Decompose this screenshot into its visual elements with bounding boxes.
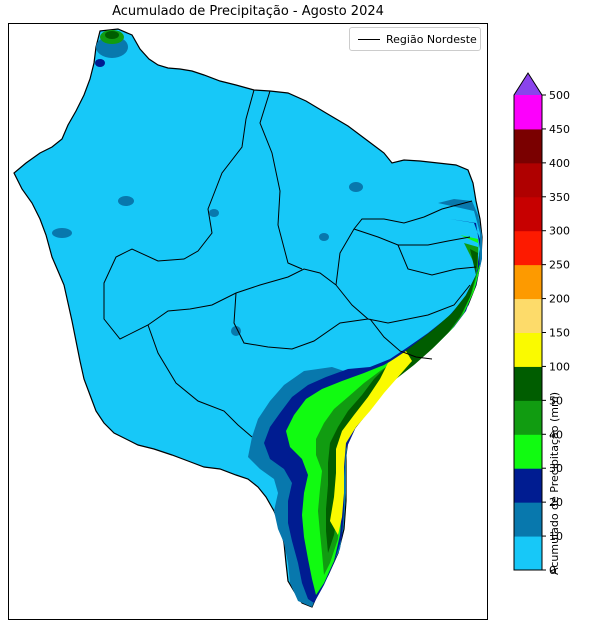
contour-10-20 (209, 209, 219, 217)
colorbar-tick-label: 30 (549, 462, 563, 475)
colorbar-tick-label: 400 (549, 157, 570, 170)
colorbar-tick-label: 250 (549, 259, 570, 272)
map-title: Acumulado de Precipitação - Agosto 2024 (112, 4, 384, 19)
colorbar-label: Acumulado de Precipitação (mm) (548, 391, 561, 575)
legend-line-icon (358, 38, 380, 40)
colorbar-outline (513, 72, 543, 571)
colorbar-segment (514, 95, 542, 130)
colorbar-segment (514, 264, 542, 300)
colorbar-segment (514, 400, 542, 435)
contour-40-50 (316, 243, 478, 575)
colorbar-segment (514, 502, 542, 537)
contour-10-20 (349, 182, 363, 192)
contour-50-100 (105, 31, 119, 39)
colorbar-extension (514, 73, 542, 95)
colorbar-tick-label: 0 (549, 564, 556, 577)
contour-50-100 (326, 249, 478, 553)
colorbar-tick-label: 500 (549, 89, 570, 102)
colorbar-tick-label: 40 (549, 428, 563, 441)
contour-10-20 (231, 326, 241, 336)
colorbar-tick-label: 350 (549, 191, 570, 204)
colorbar-tick-label: 50 (549, 394, 563, 407)
contour-10-20 (52, 228, 72, 238)
contour-10-20 (319, 233, 329, 241)
colorbar-segment (514, 366, 542, 401)
colorbar-tick-label: 300 (549, 225, 570, 238)
colorbar-segment (514, 128, 542, 164)
colorbar-segment (514, 162, 542, 198)
colorbar-segment (514, 536, 542, 571)
colorbar-tick-label: 450 (549, 123, 570, 136)
colorbar-segment (514, 196, 542, 232)
colorbar-segment (514, 298, 542, 333)
colorbar-segment (514, 434, 542, 469)
colorbar-tick-label: 10 (549, 530, 563, 543)
legend-label: Região Nordeste (386, 32, 477, 46)
map-panel (8, 23, 488, 620)
legend: Região Nordeste (349, 27, 481, 51)
colorbar-segment (514, 468, 542, 503)
colorbar-segment (514, 332, 542, 367)
contour-10-20 (118, 196, 134, 206)
precipitation-field (13, 28, 483, 608)
colorbar-tick-label: 150 (549, 327, 570, 340)
state-boundaries (103, 89, 477, 438)
contour-20-30 (95, 59, 105, 67)
contour-100-150 (330, 351, 412, 535)
colorbar-tick-label: 200 (549, 293, 570, 306)
colorbar-tick-label: 100 (549, 360, 570, 373)
colorbar-segment (514, 230, 542, 266)
colorbar-tick-label: 20 (549, 496, 563, 509)
colorbar: 0 10 20 30 40 50 100 150 200 250 300 350 400 450 500 (513, 72, 570, 577)
